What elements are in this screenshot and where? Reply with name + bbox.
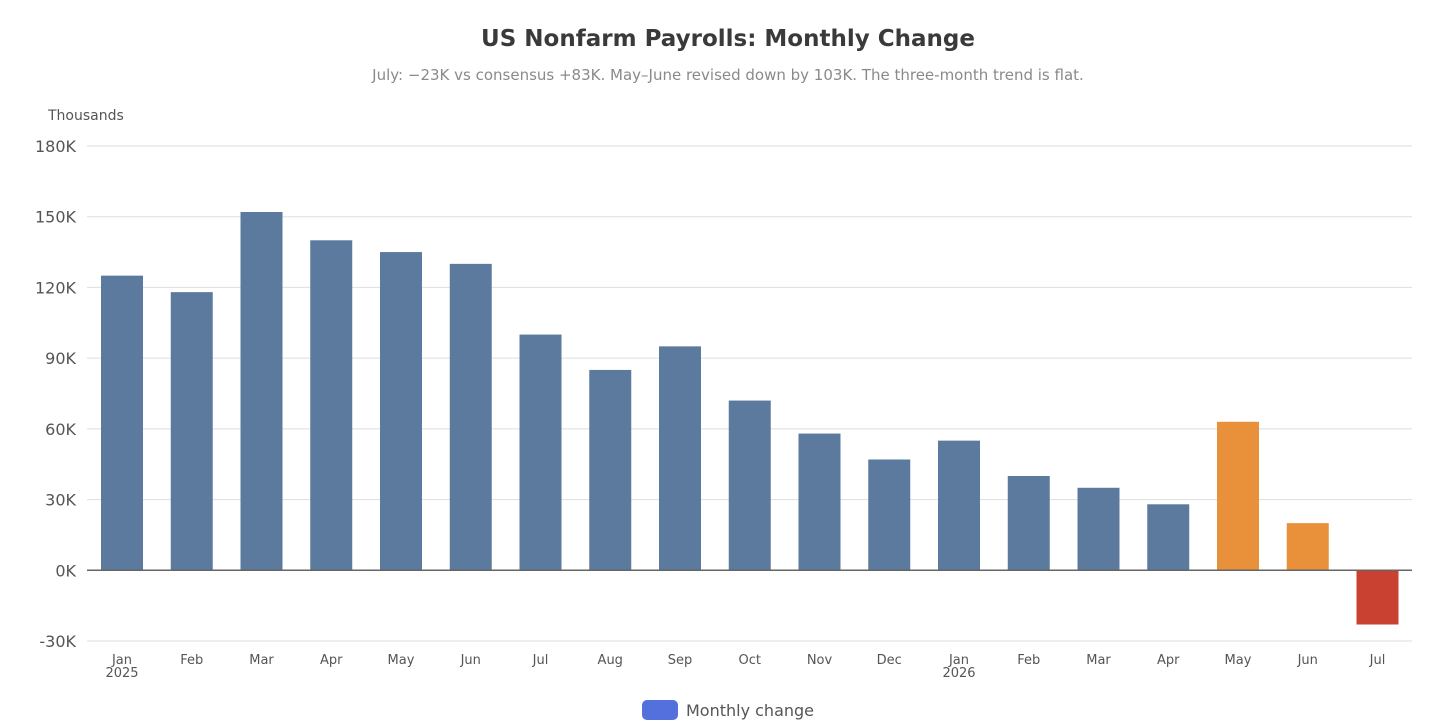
x-tick-label: Feb [180,653,203,668]
y-tick-label: 180K [35,137,77,156]
bar-aug[interactable] [589,369,632,571]
x-tick-label: Sep [668,653,693,668]
x-tick-label: Oct [739,653,761,668]
bar-sep[interactable] [659,346,701,571]
x-tick-label: Jun [1297,653,1318,668]
x-tick-label: May [1225,653,1252,668]
y-tick-label: 90K [45,349,76,368]
y-tick-label: 60K [45,420,76,439]
y-axis-unit-label: Thousands [48,108,124,124]
bar-jul[interactable] [1356,570,1399,625]
bars [101,212,1399,625]
bar-jun[interactable] [449,263,492,571]
x-tick-label: Aug [598,653,623,668]
x-tick-label: Jul [1369,653,1386,668]
bar-apr[interactable] [310,240,353,571]
x-tick-label: Jun [460,653,481,668]
bar-jan-2026[interactable] [938,440,980,571]
x-tick-label: Mar [1086,653,1111,668]
y-axis-ticks: -30K 0K 30K 60K 90K 120K 150K 180K [35,137,77,651]
legend-label: Monthly change [685,700,815,720]
bar-feb[interactable] [1007,476,1050,571]
bar-jan-2025[interactable] [101,275,143,571]
x-tick-year-label: 2025 [105,666,138,681]
bar-nov[interactable] [798,433,841,571]
x-tick-label: Jan [948,653,969,668]
x-tick-year-label: 2026 [942,666,975,681]
y-tick-label: 150K [35,208,77,227]
x-tick-label: Nov [807,653,833,668]
bar-jun[interactable] [1286,523,1329,571]
x-tick-label: May [388,653,415,668]
x-tick-label: Jul [532,653,549,668]
y-tick-label: 120K [35,278,77,297]
chart-title: US Nonfarm Payrolls: Monthly Change [481,26,975,52]
bar-oct[interactable] [728,400,771,571]
legend-swatch [641,700,678,720]
bar-jul[interactable] [519,334,562,571]
x-tick-label: Dec [877,653,902,668]
bar-mar[interactable] [1077,487,1120,571]
y-tick-label: 30K [45,491,76,510]
bar-mar[interactable] [240,212,283,571]
y-tick-label: -30K [39,632,76,651]
bar-may[interactable] [380,252,422,571]
x-tick-label: Apr [1157,653,1180,668]
bar-feb[interactable] [170,292,213,571]
legend-item[interactable]: Monthly change [641,700,815,720]
bar-dec[interactable] [868,459,911,571]
bar-may[interactable] [1217,421,1259,571]
legend: Monthly change [0,700,1456,724]
x-tick-label: Feb [1017,653,1040,668]
x-tick-label: Mar [249,653,274,668]
bar-apr[interactable] [1147,504,1190,571]
y-tick-label: 0K [55,561,76,580]
chart-subtitle: July: −23K vs consensus +83K. May–June r… [372,66,1084,84]
x-tick-label: Jan [111,653,132,668]
x-tick-label: Apr [320,653,343,668]
